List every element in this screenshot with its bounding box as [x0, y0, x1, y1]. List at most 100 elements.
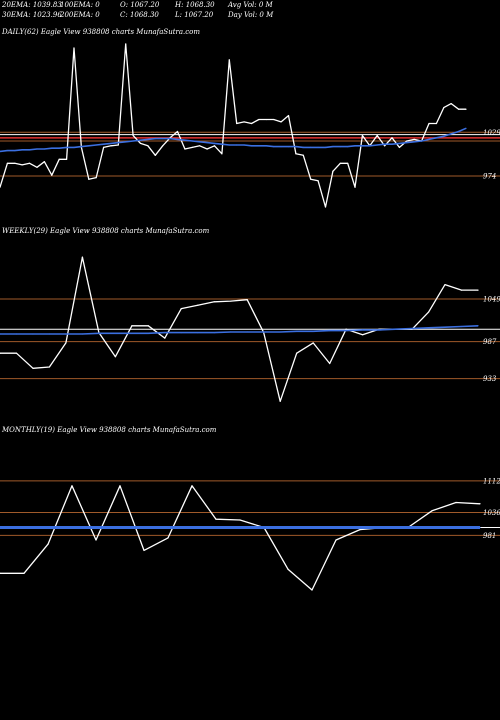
daily-price-point [435, 122, 438, 125]
panel-weekly-ticks: 1049 987 933 [483, 296, 500, 384]
weekly-ema-point [345, 329, 347, 332]
daily-price-point [125, 43, 127, 45]
weekly-price-point [0, 352, 1, 354]
ema20-text: 20EMA: 1039.83 [1, 1, 62, 9]
daily-price-point [117, 144, 119, 146]
daily-ema-point [14, 149, 16, 152]
weekly-ema-point [378, 329, 380, 331]
weekly-price-point [460, 289, 463, 291]
daily-ema-point [213, 142, 216, 145]
daily-price-point [176, 130, 179, 133]
weekly-ema-point [114, 332, 116, 334]
daily-price-point [14, 162, 16, 164]
daily-ema-point [95, 144, 97, 146]
daily-ema-point [443, 135, 445, 137]
panel-daily-ticks: 1029 974 [483, 129, 500, 181]
daily-ema-point [51, 147, 53, 149]
daily-ema-point [435, 137, 438, 139]
ema30-text: 30EMA: 1023.96 [2, 11, 62, 19]
weekly-ema-point [444, 326, 446, 328]
daily-ema-point [0, 150, 1, 152]
daily-ema-point [413, 141, 415, 143]
daily-price-point [324, 206, 327, 208]
monthly-ema-point [95, 526, 97, 529]
monthly-ema-point [359, 526, 361, 529]
daily-price-point [88, 178, 90, 180]
monthly-price-point [359, 528, 361, 531]
daily-price-point [191, 146, 193, 148]
weekly-ema-point [32, 333, 34, 335]
weekly-ema-point [411, 327, 413, 330]
monthly-price-point [479, 503, 481, 505]
daily-price-point [58, 158, 60, 160]
weekly-ema-line [0, 325, 479, 335]
daily-ema-point [450, 133, 452, 135]
monthly-price-point [119, 485, 121, 487]
monthly-price-line [0, 485, 481, 591]
daily-tick-label: 974 [483, 173, 496, 181]
info-header: 20EMA: 1039.83 100EMA: 0 O: 1067.20 H: 1… [1, 1, 274, 19]
daily-price-point [250, 122, 253, 125]
daily-ema-point [206, 142, 208, 144]
monthly-ema-point [23, 526, 25, 529]
weekly-ema-point [81, 333, 84, 335]
monthly-ema-point [383, 526, 385, 529]
daily-price-point [6, 162, 8, 164]
monthly-ema-point [215, 526, 217, 529]
daily-price-point [132, 134, 134, 137]
weekly-price-point [362, 334, 364, 336]
monthly-ema-point [0, 526, 1, 529]
daily-price-point [376, 134, 378, 137]
weekly-tick-label: 933 [483, 375, 497, 383]
weekly-ema-point [180, 332, 182, 334]
daily-price-point [295, 153, 297, 155]
daily-price-point [265, 118, 267, 121]
weekly-tick-label: 987 [483, 338, 497, 346]
daily-price-point [162, 145, 164, 147]
daily-ema-point [139, 139, 142, 141]
monthly-ema-point [47, 526, 49, 529]
weekly-price-point [164, 337, 166, 339]
daily-price-point [258, 118, 260, 121]
ema200-text: 200EMA: 0 [59, 11, 100, 19]
weekly-ema-point [98, 332, 100, 334]
weekly-ema-point [263, 331, 265, 333]
daily-price-point [465, 108, 467, 110]
dayvol-text: Day Vol: 0 M [227, 11, 274, 19]
monthly-tick-label: 1112 [483, 477, 500, 485]
daily-ema-point [458, 130, 460, 133]
daily-price-point [273, 118, 275, 121]
weekly-price-point [444, 284, 446, 286]
daily-price-point [110, 145, 112, 147]
close-text: C: 1068.30 [120, 11, 159, 19]
daily-ema-point [273, 145, 275, 148]
daily-price-point [221, 153, 223, 155]
ema100-text: 100EMA: 0 [60, 1, 100, 9]
monthly-price-point [47, 543, 49, 545]
panel-weekly: WEEKLY(29) Eagle View 938808 charts Muna… [0, 227, 500, 402]
daily-ema-point [428, 138, 430, 141]
daily-price-point [236, 122, 238, 125]
monthly-price-point [335, 539, 337, 541]
weekly-ema-point [65, 333, 67, 335]
monthly-price-point [431, 510, 433, 512]
monthly-ema-point [263, 526, 265, 529]
daily-price-point [184, 148, 186, 150]
monthly-price-point [95, 539, 97, 541]
weekly-ema-point [312, 330, 314, 332]
weekly-price-point [296, 352, 298, 354]
daily-price-point [354, 186, 356, 188]
daily-ema-point [236, 144, 238, 146]
panel-weekly-title: WEEKLY(29) Eagle View 938808 charts Muna… [2, 227, 210, 235]
monthly-ema-point [167, 526, 169, 529]
weekly-price-point [197, 304, 199, 306]
daily-price-point [413, 138, 415, 141]
daily-ema-point [36, 148, 38, 150]
daily-price-point [28, 162, 31, 164]
daily-price-point [21, 164, 23, 166]
monthly-price-point [311, 589, 313, 591]
daily-ema-point [162, 138, 164, 140]
daily-ema-point [265, 145, 267, 147]
daily-ema-point [324, 146, 327, 148]
daily-price-point [450, 103, 452, 105]
